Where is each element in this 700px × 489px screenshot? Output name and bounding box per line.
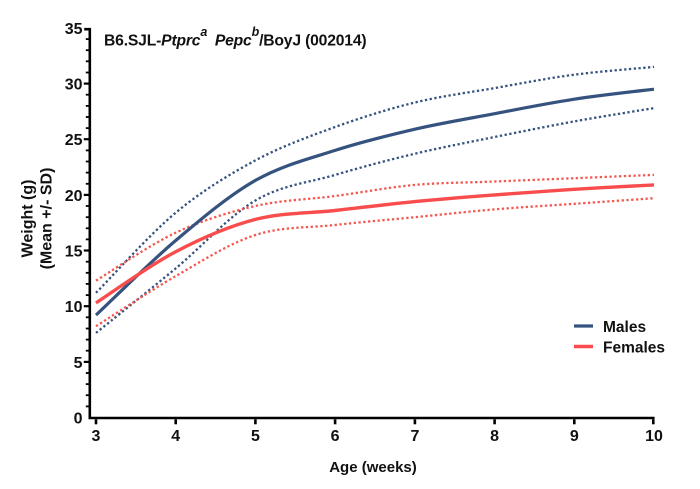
svg-text:7: 7 [410, 428, 419, 445]
svg-text:Age (weeks): Age (weeks) [329, 459, 417, 476]
svg-text:30: 30 [65, 77, 83, 94]
svg-text:35: 35 [65, 21, 83, 38]
svg-text:Weight (g): Weight (g) [20, 180, 37, 258]
svg-text:Males: Males [603, 319, 646, 336]
svg-text:6: 6 [331, 428, 340, 445]
svg-text:9: 9 [570, 428, 579, 445]
svg-text:0: 0 [74, 411, 83, 428]
svg-text:10: 10 [65, 299, 83, 316]
svg-text:(Mean +/- SD): (Mean +/- SD) [39, 168, 56, 270]
svg-text:3: 3 [92, 428, 101, 445]
svg-text:15: 15 [65, 244, 83, 261]
svg-text:8: 8 [490, 428, 499, 445]
svg-text:10: 10 [645, 428, 663, 445]
svg-text:Females: Females [603, 340, 665, 357]
svg-text:20: 20 [65, 188, 83, 205]
svg-text:4: 4 [171, 428, 180, 445]
svg-text:25: 25 [65, 132, 83, 149]
svg-text:5: 5 [74, 355, 83, 372]
svg-text:5: 5 [251, 428, 260, 445]
